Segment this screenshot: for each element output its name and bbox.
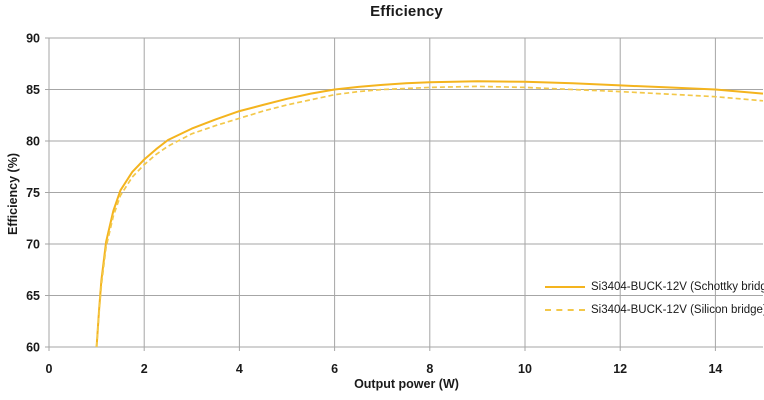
x-tick-label: 4 [236,362,243,376]
x-tick-label: 8 [426,362,433,376]
x-tick-label: 6 [331,362,338,376]
y-axis-title: Efficiency (%) [6,153,20,235]
x-axis-title: Output power (W) [354,377,459,391]
y-tick-label: 90 [26,32,40,46]
legend-item-schottky: Si3404-BUCK-12V (Schottky bridge) [545,275,764,298]
y-tick-label: 65 [26,289,40,303]
y-tick-label: 85 [26,83,40,97]
legend-item-silicon: Si3404-BUCK-12V (Silicon bridge) [545,298,764,321]
legend-label-schottky: Si3404-BUCK-12V (Schottky bridge) [591,280,764,293]
x-tick-label: 0 [46,362,53,376]
legend-line-dashed-icon [545,308,585,311]
x-tick-label: 10 [518,362,532,376]
series-line-silicon [95,85,764,348]
chart-title: Efficiency [370,3,443,20]
y-tick-label: 70 [26,238,40,252]
y-tick-label: 80 [26,135,40,149]
x-tick-label: 14 [708,362,722,376]
y-tick-label: 75 [26,186,40,200]
series-line-schottky [95,80,764,348]
legend: Si3404-BUCK-12V (Schottky bridge) Si3404… [545,275,764,321]
y-tick-label: 60 [26,341,40,355]
legend-label-silicon: Si3404-BUCK-12V (Silicon bridge) [591,303,764,316]
x-tick-label: 2 [141,362,148,376]
legend-line-solid-icon [545,285,585,288]
x-tick-label: 12 [613,362,627,376]
